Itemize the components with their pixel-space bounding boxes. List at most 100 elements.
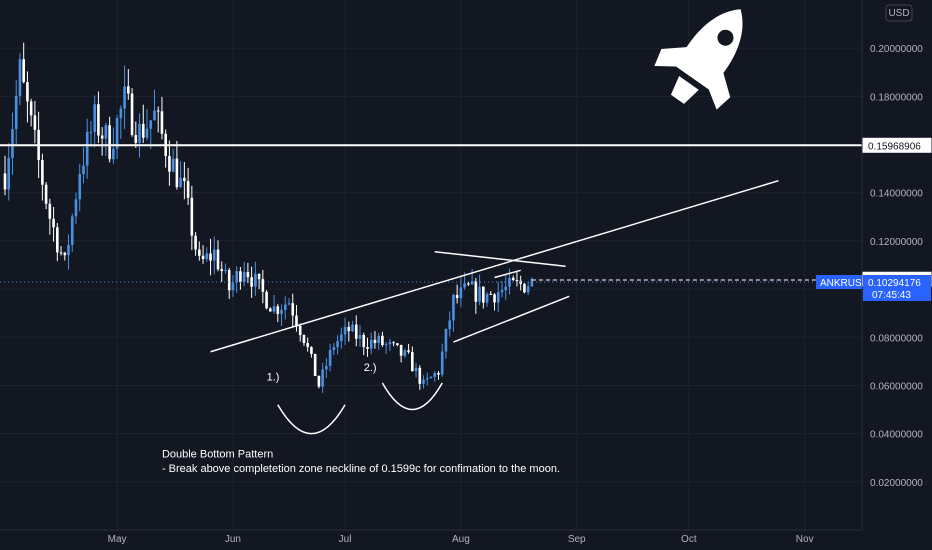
candle-body [254,273,257,287]
time-axis[interactable]: May Jun Jul Aug Sep Oct Nov [0,529,862,545]
candle-body [265,291,268,309]
candle-body [235,271,238,283]
candle-body [246,272,250,278]
candle-body [145,128,149,138]
trendline [434,251,566,267]
price-tags: 0.159689060.10408536ANKRUSD0.1029417607:… [816,137,932,302]
bottom-arc [277,404,346,435]
candle-body [291,303,295,316]
candle-body [478,286,481,302]
candle-body [115,118,119,149]
candle-body [496,292,500,303]
y-tick-label: 0.08000000 [870,333,923,344]
candle-body [369,339,373,349]
bottom-arc [381,382,443,411]
candle-body [205,253,209,260]
candle-body [440,351,444,375]
candle-body [175,158,179,188]
drawings [0,144,862,353]
candle-body [179,177,182,188]
candle-body [482,286,485,303]
candle-body [14,95,18,130]
candle-body [489,293,493,295]
candle-body [52,218,55,228]
candle-body [526,286,530,293]
candle-body [500,290,504,293]
y-tick-label: 0.20000000 [870,44,923,55]
candle-body [112,148,115,160]
candle-body [459,287,463,299]
candle-body [437,373,440,375]
resistance-price-tag-label: 0.15968906 [868,141,921,152]
candle-body [530,278,534,287]
candle-body [127,86,130,94]
candle-body [298,325,302,336]
candle-body [212,249,216,261]
trendline [453,295,570,343]
candle-body [250,277,253,287]
candle-body [381,335,384,346]
y-tick-label: 0.18000000 [870,92,923,103]
candle-body [194,235,197,250]
candle-body [332,347,336,350]
candle-body [396,343,399,345]
candle-body [343,326,347,335]
candle-body [216,249,220,270]
candle-body [41,160,44,185]
candle-body [149,120,153,129]
countdown-label: 07:45:43 [872,290,911,301]
x-tick-label: Sep [568,534,586,545]
candle-body [422,379,425,384]
candle-body [171,158,175,172]
candle-body [11,129,14,159]
candle-body [470,281,474,285]
candle-body [272,306,276,312]
candle-body [227,270,231,291]
x-tick-label: May [108,534,127,545]
candle-body [403,350,407,356]
y-tick-label: 0.12000000 [870,237,923,248]
candle-body [336,340,339,348]
annotations: 1.) 2.) Double Bottom Pattern - Break above… [162,362,560,475]
candle-body [44,184,48,204]
candle-body [26,82,29,102]
y-tick-label: 0.02000000 [870,478,923,489]
candle-body [354,324,358,339]
x-tick-label: Jul [339,534,352,545]
candle-body [29,101,33,116]
candle-body [3,173,7,190]
candle-body [463,283,466,288]
candle-body [377,335,380,344]
candle-body [340,334,343,341]
currency-label: USD [888,8,909,19]
candle-body [467,283,470,285]
candle-body [295,315,298,326]
y-tick-label: 0.04000000 [870,430,923,441]
candle-body [362,334,366,348]
candle-body [317,376,321,387]
candle-body [190,197,194,236]
candle-body [508,277,511,287]
candle-body [7,158,11,190]
candle-body [119,108,123,119]
y-tick-label: 0.14000000 [870,189,923,200]
candle-body [168,155,171,172]
candle-body [347,326,351,332]
candle-body [63,252,67,256]
candle-body [231,282,235,291]
bottom-label: 2.) [364,362,377,374]
candle-body [313,353,317,377]
candle-body [325,365,328,370]
candle-body [141,123,145,138]
candle-body [399,344,403,356]
candle-body [89,131,93,133]
candle-body [56,227,59,253]
candle-body [198,249,201,256]
currency-badge [885,4,913,22]
candle-body [511,277,515,281]
candle-body [138,123,141,143]
candle-body [33,115,37,130]
candle-body [407,350,410,353]
x-tick-label: Nov [796,534,814,545]
